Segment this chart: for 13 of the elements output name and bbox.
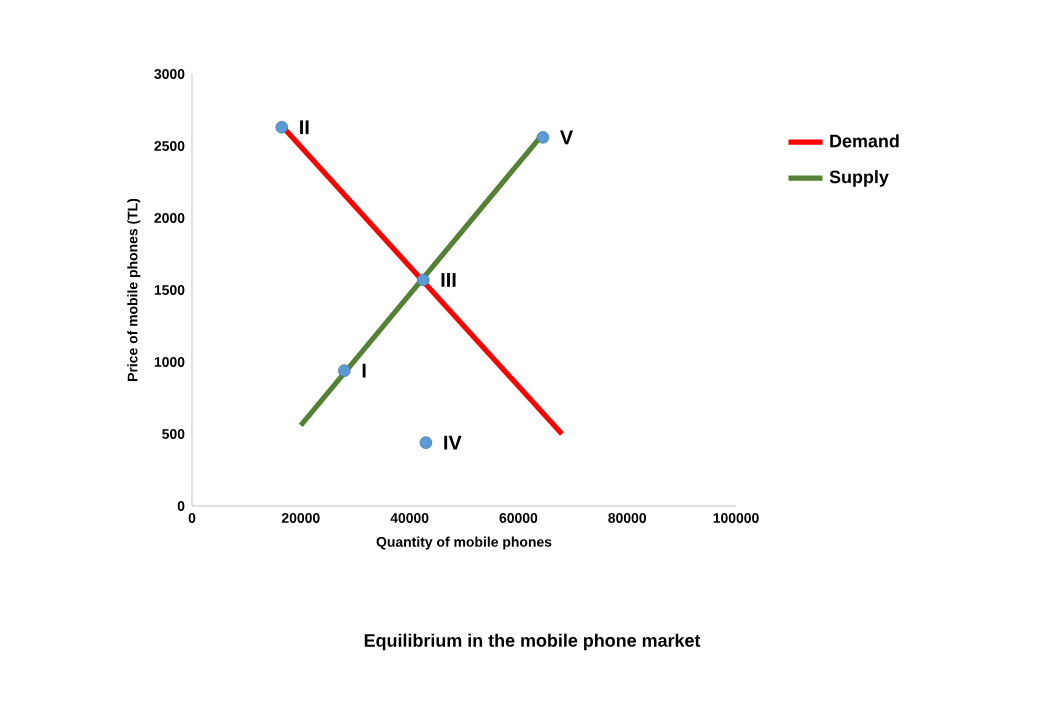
point <box>419 436 433 449</box>
point <box>416 273 430 287</box>
annotation: II <box>300 120 309 135</box>
point <box>275 121 289 134</box>
point <box>338 364 351 377</box>
annotation: IV <box>444 435 462 450</box>
annotation: V <box>560 130 574 145</box>
annotation: I <box>362 363 366 378</box>
text: Equilibrium in the mobile phone market <box>364 633 701 651</box>
annotation: III <box>441 273 456 287</box>
point <box>536 131 550 144</box>
legend-label: Supply <box>829 170 889 187</box>
legend-label: Demand <box>830 134 899 148</box>
